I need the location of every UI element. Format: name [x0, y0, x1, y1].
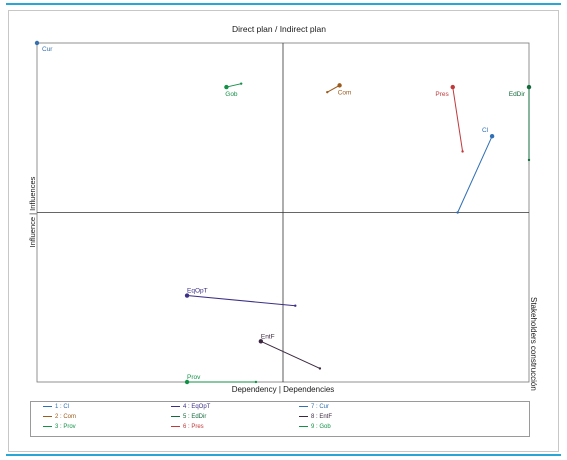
actor-label-entf: EntF — [261, 333, 275, 340]
actor-line-eqopt — [187, 295, 296, 307]
actor-label-cur: Cur — [42, 46, 53, 53]
legend-swatch — [171, 405, 180, 407]
side-label: Stakeholders construcción — [529, 297, 538, 391]
actor-line-gob — [226, 83, 242, 88]
direct-point-com — [337, 83, 342, 88]
legend-label: 6 : Pres — [183, 424, 204, 430]
actor-label-cl: Cl — [482, 127, 489, 134]
legend-swatch — [171, 415, 180, 417]
top-rule — [6, 3, 561, 5]
actor-label-pres: Pres — [435, 91, 449, 98]
direct-point-eddir — [526, 84, 532, 90]
legend-label: 8 : EntF — [311, 414, 333, 420]
legend-label: 4 : EqOpT — [183, 404, 211, 410]
actor-label-eddir: EdDir — [509, 91, 526, 98]
indirect-point-gob — [239, 82, 243, 85]
actor-line-entf — [260, 340, 321, 369]
indirect-point-entf — [318, 367, 322, 370]
indirect-point-com — [326, 90, 329, 94]
legend-item: 2 : Com — [43, 414, 76, 421]
indirect-point-cl — [456, 211, 459, 214]
legend-item: 8 : EntF — [299, 414, 332, 421]
direct-point-eqopt — [184, 293, 190, 298]
legend-swatch — [171, 425, 180, 427]
legend-label: 2 : Com — [55, 414, 77, 420]
legend-item: 7 : Cur — [299, 404, 329, 411]
legend-label: 9 : Gob — [311, 424, 331, 430]
actor-label-com: Com — [338, 89, 352, 96]
indirect-point-eqopt — [294, 304, 297, 307]
legend-swatch — [299, 415, 308, 417]
direct-point-cur — [34, 40, 40, 46]
legend-swatch — [43, 405, 52, 407]
actor-label-prov: Prov — [187, 374, 201, 381]
actor-label-eqopt: EqOpT — [187, 288, 208, 295]
direct-point-entf — [258, 339, 264, 344]
chart-frame — [8, 10, 559, 452]
legend-swatch — [43, 425, 52, 427]
legend-swatch — [299, 425, 308, 427]
indirect-point-prov — [254, 380, 258, 384]
actor-line-com — [327, 84, 340, 93]
legend-label: 5 : EdDir — [183, 414, 207, 420]
actor-label-gob: Gob — [225, 91, 238, 98]
legend-label: 7 : Cur — [311, 404, 330, 410]
legend-swatch — [299, 405, 308, 407]
direct-point-gob — [224, 84, 229, 90]
chart-marks: Cl Com Prov EqOpT EdDir Pres Cur EntF Gob — [34, 40, 532, 385]
indirect-point-pres — [461, 150, 464, 153]
chart-title: Direct plan / Indirect plan — [232, 24, 326, 34]
indirect-point-eddir — [527, 158, 531, 162]
actor-line-pres — [452, 86, 464, 152]
legend-item: 9 : Gob — [299, 424, 331, 431]
bottom-rule — [6, 454, 561, 456]
legend-label: 1 : Cl — [55, 404, 70, 410]
legend-item: 1 : Cl — [43, 404, 69, 411]
direct-point-pres — [450, 84, 455, 90]
legend: 1 : Cl 4 : EqOpT 7 : Cur 2 : Com 5 : EdDir 8 … — [30, 401, 530, 437]
actor-line-cl — [457, 136, 493, 213]
direct-point-cl — [489, 134, 495, 139]
legend-item: 5 : EdDir — [171, 414, 206, 421]
legend-item: 4 : EqOpT — [171, 404, 210, 411]
y-axis-label: Influence | Influences — [28, 176, 37, 247]
direct-point-prov — [184, 379, 190, 385]
legend-item: 6 : Pres — [171, 424, 204, 431]
x-axis-label: Dependency | Dependencies — [232, 385, 335, 394]
legend-swatch — [43, 415, 52, 417]
legend-item: 3 : Prov — [43, 424, 76, 431]
legend-label: 3 : Prov — [55, 424, 76, 430]
